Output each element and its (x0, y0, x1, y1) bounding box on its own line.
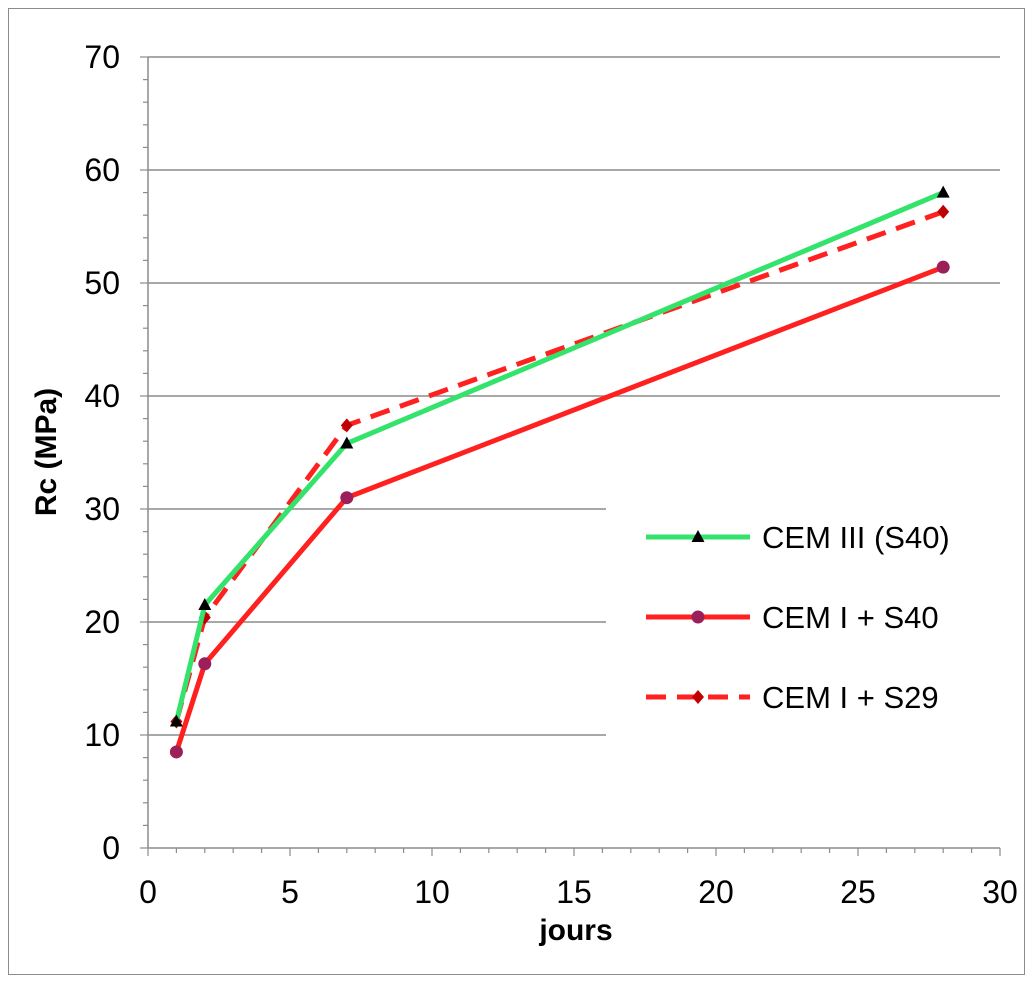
x-tick-label: 30 (982, 874, 1018, 910)
legend-entry-3: CEM I + S29 (646, 680, 939, 715)
series-1-point (198, 598, 212, 611)
y-tick-label: 20 (84, 604, 120, 640)
y-tick-label: 70 (84, 39, 120, 75)
series-layer (169, 185, 950, 759)
series-1-line (173, 190, 945, 723)
series-3-point (937, 204, 950, 219)
axes-layer: 0 10 20 30 40 50 60 70 0 5 10 15 20 25 30 (84, 39, 1017, 910)
legend-entry-2-marker (691, 610, 705, 624)
series-2-point (936, 260, 950, 274)
labels-layer: Rc (MPa) jours (30, 388, 613, 947)
y-tick-label: 30 (84, 491, 120, 527)
y-tick-label: 50 (84, 265, 120, 301)
x-axis-title: jours (538, 914, 612, 947)
series-2-line (174, 264, 945, 753)
chart-frame (8, 8, 1025, 975)
legend: CEM III (S40) CEM I + S40 CEM I + S29 (606, 492, 1001, 742)
legend-entry-1: CEM III (S40) (646, 520, 950, 555)
legend-entry-2-label: CEM I + S40 (762, 600, 939, 635)
y-axis-title: Rc (MPa) (30, 388, 63, 516)
legend-entry-1-label: CEM III (S40) (762, 520, 950, 555)
x-tick-label: 20 (698, 874, 734, 910)
series-2-point (198, 657, 212, 671)
series-2-point (340, 491, 354, 505)
series-2 (169, 260, 950, 759)
y-tick-label: 60 (84, 152, 120, 188)
legend-entry-2: CEM I + S40 (646, 600, 939, 635)
y-tick-label: 40 (84, 378, 120, 414)
series-1-point (169, 714, 183, 727)
x-tick-label: 5 (281, 874, 299, 910)
series-2-point (169, 745, 183, 759)
y-tick-label: 10 (84, 717, 120, 753)
series-1 (169, 185, 950, 727)
legend-entry-1-marker (691, 530, 705, 542)
series-1-point (936, 185, 950, 198)
x-tick-label: 25 (840, 874, 876, 910)
x-tick-label: 10 (414, 874, 450, 910)
series-3-point (340, 418, 353, 433)
series-1-point (340, 436, 354, 449)
legend-entry-3-label: CEM I + S29 (762, 680, 939, 715)
x-tick-label: 0 (139, 874, 157, 910)
x-tick-label: 15 (556, 874, 592, 910)
legend-entry-3-marker (692, 690, 704, 704)
y-tick-label: 0 (102, 830, 120, 866)
